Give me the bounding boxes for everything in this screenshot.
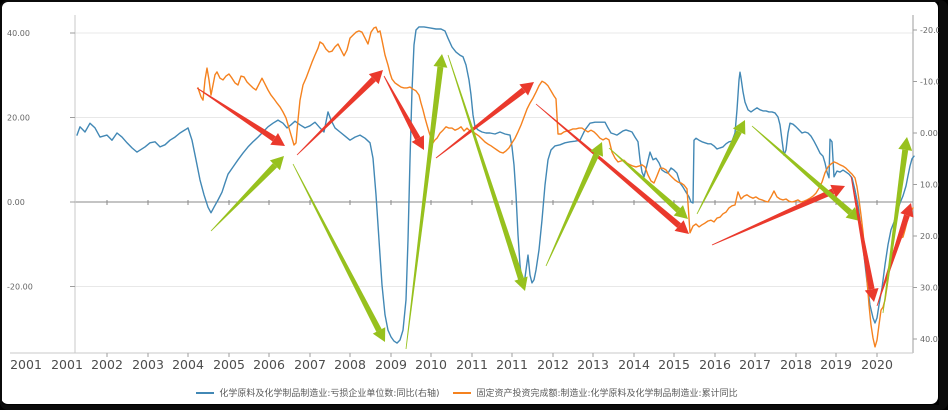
- right-axis-label: 30.00: [920, 284, 943, 293]
- x-axis-year-label: 2004: [172, 357, 204, 372]
- annotation-arrow-head-green: [673, 205, 688, 219]
- annotation-arrow-shaft-green: [447, 54, 524, 280]
- annotation-arrow-shaft-red: [435, 87, 526, 159]
- x-axis-year-label: 2003: [132, 357, 164, 372]
- x-axis-year-label: 2005: [213, 357, 245, 372]
- x-axis-year-label: 2011: [496, 357, 528, 372]
- x-axis-year-label: 2001: [51, 357, 83, 372]
- legend-swatch-orange-line: [453, 391, 472, 394]
- left-axis-label: 40.00: [7, 29, 30, 38]
- series-line-loss-enterprises-yoy: [76, 26, 915, 344]
- legend-item-loss-enterprises: 化学原料及化学制品制造业:亏损企业单位数:同比(右轴): [196, 386, 439, 399]
- annotation-arrow-head-red: [864, 287, 879, 302]
- x-axis-year-label: 2002: [91, 357, 123, 372]
- annotation-arrow-head-red: [270, 133, 285, 146]
- left-axis-label: 20.00: [7, 114, 30, 123]
- legend-swatch-blue-line: [196, 391, 215, 394]
- annotation-arrow-shaft-red: [383, 75, 421, 140]
- annotation-arrow-head-green: [898, 137, 913, 151]
- right-axis-label: 40.00: [920, 335, 943, 344]
- annotation-arrow-head-green: [590, 142, 604, 157]
- right-axis-label: -20.00: [920, 26, 946, 35]
- annotation-arrow-shaft-red: [876, 214, 910, 307]
- annotation-arrow-shaft-red: [850, 175, 875, 290]
- annotation-arrow-head-red: [900, 203, 914, 218]
- annotation-arrow-shaft-green: [696, 130, 742, 215]
- annotation-arrow-shaft-green: [405, 66, 444, 350]
- right-axis-label: 10.00: [920, 181, 943, 190]
- annotation-arrow-head-red: [674, 220, 689, 234]
- x-axis-year-label: 2009: [375, 357, 407, 372]
- annotation-arrow-shaft-red: [535, 103, 682, 228]
- x-axis-year-label: 2001: [10, 357, 42, 372]
- legend-label-fixed-asset-investment: 固定资产投资完成额:制造业:化学原料及化学制品制造业:累计同比: [476, 389, 738, 399]
- x-axis-year-label: 2012: [537, 357, 569, 372]
- annotation-arrow-shaft-green: [545, 152, 600, 267]
- left-axis-label: 0.00: [7, 198, 25, 207]
- chart-legend: 化学原料及化学制品制造业:亏损企业单位数:同比(右轴) 固定资产投资完成额:制造…: [0, 386, 934, 399]
- annotation-arrow-shaft-green: [210, 163, 278, 232]
- annotation-arrow-shaft-red: [711, 188, 835, 246]
- x-axis-year-label: 2010: [415, 357, 447, 372]
- right-axis-label: 20.00: [920, 232, 943, 241]
- annotation-arrow-shaft-green: [751, 125, 853, 215]
- annotation-arrow-head-green: [514, 276, 528, 291]
- x-axis-year-label: 2007: [294, 357, 326, 372]
- annotation-arrow-head-red: [830, 184, 845, 198]
- x-axis-year-label: 2019: [820, 357, 852, 372]
- x-axis-year-label: 2017: [739, 357, 771, 372]
- annotation-arrow-head-red: [519, 82, 534, 96]
- x-axis-year-label: 2008: [334, 357, 366, 372]
- annotation-arrow-head-green: [433, 54, 448, 68]
- x-axis-year-label: 2015: [658, 357, 690, 372]
- x-axis-year-label: 2016: [699, 357, 731, 372]
- series-line-fixed-asset-investment-yoy: [197, 26, 914, 348]
- annotation-arrow-head-green: [372, 327, 386, 342]
- annotation-arrow-head-red: [411, 135, 424, 150]
- annotation-arrow-shaft-green: [882, 149, 909, 314]
- annotation-arrow-head-green: [845, 207, 860, 221]
- annotation-arrow-shaft-green: [608, 147, 681, 213]
- annotation-arrow-head-green: [269, 156, 284, 171]
- annotation-arrow-shaft-red: [296, 77, 376, 156]
- left-axis-label: -20.00: [7, 283, 33, 292]
- x-axis-year-label: 2014: [618, 357, 650, 372]
- annotation-arrow-head-red: [368, 70, 383, 85]
- x-axis-year-label: 2011: [456, 357, 488, 372]
- legend-item-fixed-asset-investment: 固定资产投资完成额:制造业:化学原料及化学制品制造业:累计同比: [453, 386, 738, 399]
- x-axis-year-label: 2018: [780, 357, 812, 372]
- x-axis-year-label: 2020: [861, 357, 893, 372]
- legend-label-loss-enterprises: 化学原料及化学制品制造业:亏损企业单位数:同比(右轴): [219, 389, 440, 399]
- right-axis-label: -10.00: [920, 78, 946, 87]
- annotation-arrow-head-green: [732, 120, 746, 135]
- annotation-arrow-shaft-red: [196, 87, 276, 142]
- annotation-arrow-shaft-green: [292, 163, 382, 332]
- right-axis-label: 0.00: [920, 129, 938, 138]
- x-axis-year-label: 2013: [577, 357, 609, 372]
- x-axis-year-label: 2006: [253, 357, 285, 372]
